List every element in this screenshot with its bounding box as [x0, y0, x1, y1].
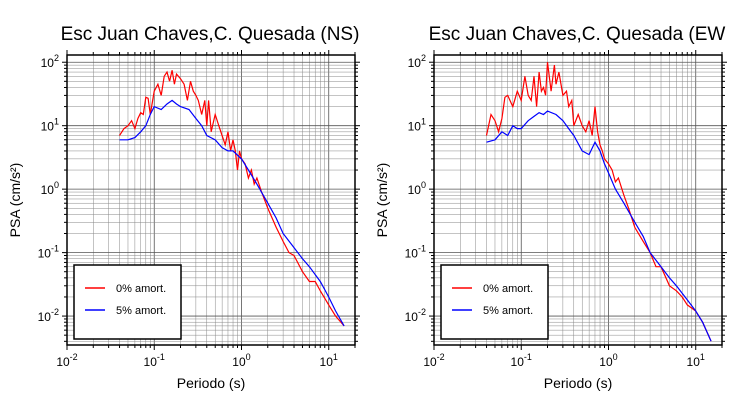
y-tick-label: 10-2 — [38, 307, 59, 324]
legend-box — [73, 264, 182, 340]
y-tick-label: 100 — [408, 180, 426, 197]
legend: 0% amort. 5% amort. — [440, 264, 549, 340]
chart-title: Esc Juan Chaves,C. Quesada (NS) — [61, 24, 360, 45]
ticks: 10-2 10-1 100 101 10-2 10-1 100 101 102 — [405, 50, 727, 369]
x-tick-label: 100 — [599, 352, 617, 369]
y-tick-label: 101 — [408, 117, 426, 134]
legend: 0% amort. 5% amort. — [73, 264, 182, 340]
series-line — [118, 70, 345, 327]
y-tick-label: 102 — [408, 53, 426, 70]
plot-frame — [433, 54, 723, 346]
ticks: 10-2 10-1 100 101 10-2 10-1 100 101 102 — [38, 50, 360, 369]
plot-frame — [66, 54, 356, 346]
y-tick-label: 10-1 — [38, 244, 59, 261]
legend-label: 0% amort. — [483, 283, 533, 295]
y-tick-label: 101 — [41, 117, 59, 134]
chart-title: Esc Juan Chaves,C. Quesada (EW — [429, 24, 726, 45]
legend-label: 0% amort. — [116, 283, 166, 295]
y-tick-label: 10-1 — [405, 244, 426, 261]
x-axis-label: Periodo (s) — [177, 375, 245, 391]
legend-label: 5% amort. — [483, 305, 533, 317]
x-tick-label: 10-2 — [423, 352, 444, 369]
chart-panel-ew: Esc Juan Chaves,C. Quesada (EW 10-2 10-1 1… — [374, 24, 727, 391]
x-tick-label: 101 — [320, 352, 338, 369]
y-axis-label: PSA (cm/s²) — [374, 163, 390, 238]
series-line — [486, 110, 712, 342]
x-tick-label: 10-1 — [144, 352, 165, 369]
series-line — [119, 99, 345, 327]
y-tick-label: 10-2 — [405, 307, 426, 324]
chart-panel-ns: Esc Juan Chaves,C. Quesada (NS) 10-2 10-1… — [7, 24, 360, 391]
y-tick-label: 102 — [41, 53, 59, 70]
x-axis-label: Periodo (s) — [544, 375, 612, 391]
legend-label: 5% amort. — [116, 305, 166, 317]
x-tick-label: 10-1 — [511, 352, 532, 369]
grid — [433, 55, 723, 345]
series-line — [485, 62, 712, 342]
y-axis-label: PSA (cm/s²) — [7, 163, 23, 238]
legend-box — [440, 264, 549, 340]
y-tick-label: 100 — [41, 180, 59, 197]
x-tick-label: 10-2 — [56, 352, 77, 369]
x-tick-label: 101 — [687, 352, 705, 369]
x-tick-label: 100 — [232, 352, 250, 369]
